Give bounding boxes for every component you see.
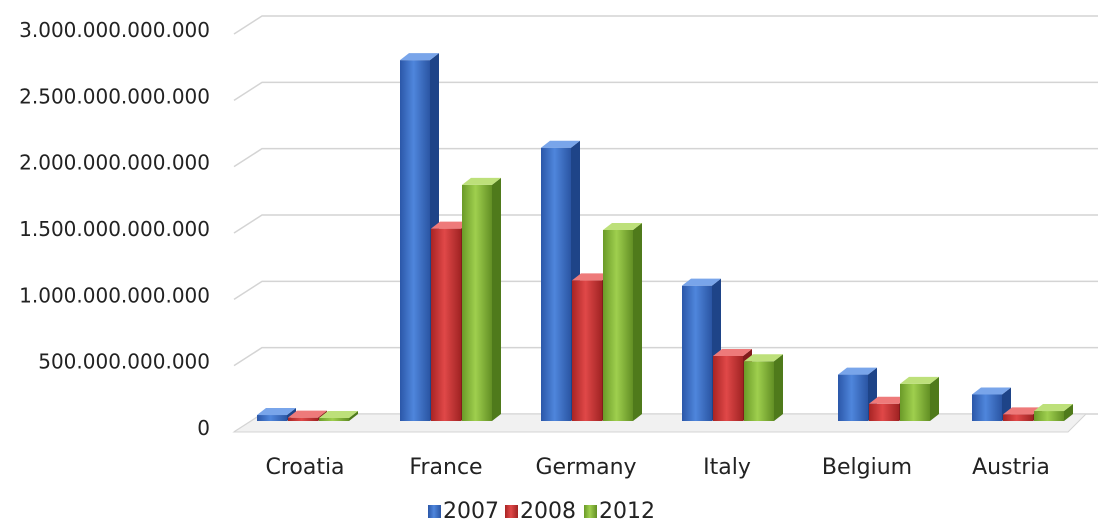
- bar-austria-2012: [1034, 404, 1073, 421]
- x-category-label-austria: Austria: [972, 455, 1050, 480]
- legend-item-2008: 2008: [505, 499, 576, 524]
- bar-austria-2007: [972, 387, 1011, 421]
- bar-top: [572, 273, 611, 281]
- bar-top: [541, 140, 580, 148]
- bar-side: [492, 177, 501, 421]
- gridline-3: [233, 214, 1098, 234]
- bar-front: [744, 361, 774, 421]
- bar-top: [257, 408, 296, 416]
- legend-label: 2012: [599, 499, 655, 524]
- y-tick-label-1: 500.000.000.000: [38, 350, 210, 374]
- y-tick-label-2: 1.000.000.000.000: [19, 283, 210, 307]
- gridline-4: [233, 147, 1098, 168]
- gridlines: [233, 15, 1098, 433]
- y-tick-label-0: 0: [197, 416, 210, 440]
- bar-front: [1034, 411, 1064, 421]
- bar-top: [682, 278, 721, 286]
- y-axis-ticks: 0 500.000.000.000 1.000.000.000.000 1.500.0…: [19, 18, 210, 440]
- bar-germany-2012: [603, 222, 642, 421]
- bar-top: [900, 376, 939, 384]
- bar-side: [349, 411, 358, 421]
- bar-front: [431, 228, 461, 421]
- bar-top: [400, 53, 439, 61]
- bar-front: [462, 184, 492, 421]
- bar-front: [288, 417, 318, 421]
- legend-swatch: [428, 505, 441, 518]
- legend-swatch: [505, 505, 518, 518]
- bar-top: [744, 354, 783, 362]
- bar-top: [1003, 407, 1042, 415]
- bar-croatia-2012: [319, 411, 358, 421]
- bar-side: [930, 376, 939, 421]
- bar-top: [288, 410, 327, 418]
- bar-front: [713, 355, 743, 421]
- x-category-label-france: France: [409, 455, 482, 480]
- legend-item-2007: 2007: [428, 499, 499, 524]
- bar-front: [972, 394, 1002, 421]
- bar-top: [1034, 404, 1073, 412]
- legend-swatch: [584, 505, 597, 518]
- bar-front: [869, 403, 899, 421]
- x-category-label-belgium: Belgium: [822, 455, 912, 480]
- x-category-label-croatia: Croatia: [265, 455, 344, 480]
- bar-top: [462, 177, 501, 185]
- chart-floor: [232, 413, 1088, 433]
- bar-top: [713, 348, 752, 356]
- gridline-1: [233, 346, 1098, 367]
- x-category-label-italy: Italy: [703, 455, 751, 480]
- bar-front: [319, 418, 349, 421]
- bar-top: [869, 396, 908, 404]
- bar-front: [838, 374, 868, 421]
- legend: 2007 2008 2012: [428, 499, 655, 524]
- bar-front: [400, 60, 430, 421]
- x-axis-labels: Croatia France Germany Italy Belgium Austria: [265, 455, 1049, 480]
- bar-front: [900, 383, 930, 421]
- bar-italy-2012: [744, 354, 783, 421]
- bar-italy-2007: [682, 278, 721, 421]
- bar-front: [603, 229, 633, 421]
- x-category-label-germany: Germany: [535, 455, 636, 480]
- y-tick-label-4: 2.000.000.000.000: [19, 151, 210, 175]
- floor-plane: [232, 413, 1088, 433]
- legend-label: 2007: [443, 499, 499, 524]
- bar-side: [774, 354, 783, 421]
- legend-item-2012: 2012: [584, 499, 655, 524]
- bar-front: [1003, 414, 1033, 421]
- bar-front: [682, 285, 712, 421]
- bar-front: [572, 280, 602, 421]
- bar-belgium-2012: [900, 376, 939, 421]
- bar-side: [633, 222, 642, 421]
- bar-front: [257, 415, 287, 421]
- bar-top: [972, 387, 1011, 395]
- legend-label: 2008: [520, 499, 576, 524]
- bar-top: [319, 411, 358, 418]
- gridline-5: [233, 81, 1098, 101]
- bar-belgium-2007: [838, 367, 877, 421]
- y-tick-label-5: 2.500.000.000.000: [19, 84, 210, 108]
- bar-france-2012: [462, 177, 501, 421]
- bar-top: [838, 367, 877, 375]
- bar-top: [603, 222, 642, 230]
- bars: [257, 53, 1073, 421]
- y-tick-label-3: 1.500.000.000.000: [19, 217, 210, 241]
- bar-front: [541, 147, 571, 421]
- gridline-6: [233, 15, 1098, 35]
- gridline-2: [233, 280, 1098, 300]
- bar-side: [1064, 404, 1073, 421]
- bar-top: [431, 221, 470, 229]
- y-tick-label-6: 3.000.000.000.000: [19, 18, 210, 42]
